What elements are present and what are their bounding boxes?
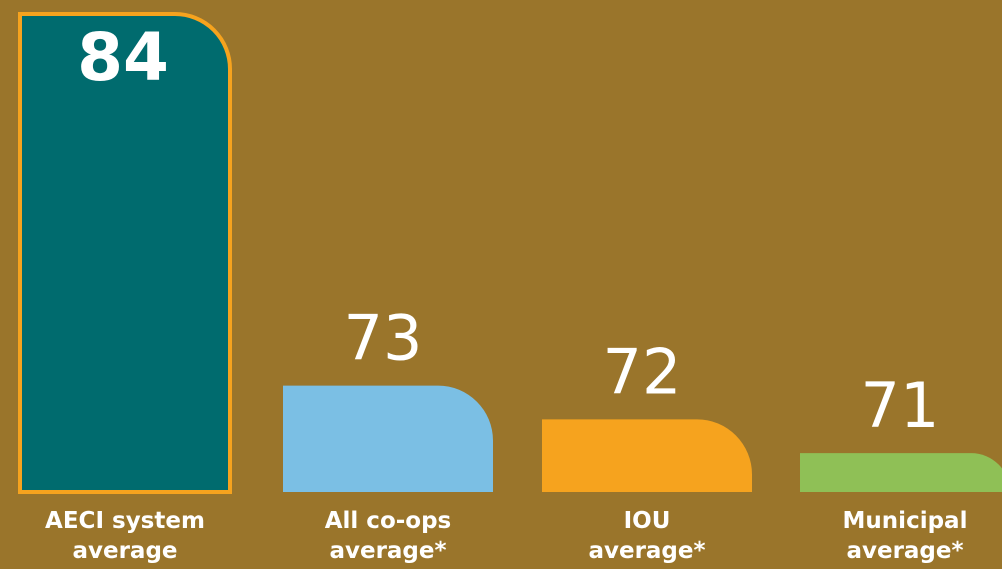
value-label: 71 [861,369,940,442]
bar [283,385,493,492]
bar [800,453,1002,492]
bar [542,419,752,492]
value-label: 73 [344,302,423,375]
category-label: AECI system average [45,508,205,564]
category-label: IOU average* [588,508,706,564]
value-label: 72 [603,335,682,408]
category-label: All co-ops average* [324,508,452,564]
value-label: 84 [77,19,169,96]
bar [18,12,232,494]
category-label: Municipal average* [842,508,968,564]
